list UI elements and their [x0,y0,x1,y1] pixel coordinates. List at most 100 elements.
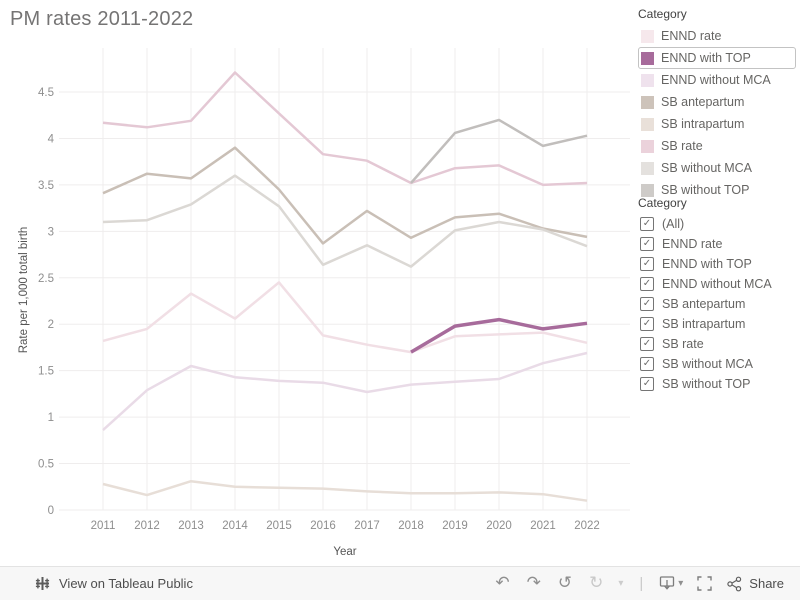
legend-swatch-icon [641,73,654,87]
checkbox-icon[interactable]: ✓ [640,257,654,271]
axis-tick-labels: 0 0.5 1 1.5 2 2.5 3 3.5 4 4.5 2011 2012 2013 2014 2015… [38,87,600,532]
category-filter: Category ✓ (All) ✓ ENND rate ✓ ENND with TOP ✓… [632,196,800,394]
revert-icon[interactable]: ↺ [557,573,573,593]
series-line-ennd-rate[interactable] [102,281,588,354]
filter-item-label: SB intrapartum [662,317,746,331]
checkbox-icon[interactable]: ✓ [640,377,654,391]
series-line-sb-intrapartum[interactable] [102,479,588,502]
filter-item-sb-without-mca[interactable]: ✓ SB without MCA [640,354,800,374]
legend-item-sb-rate[interactable]: SB rate [638,135,796,157]
checkbox-icon[interactable]: ✓ [640,337,654,351]
y-tick-label: 1.5 [38,366,54,378]
fullscreen-button[interactable] [696,575,713,592]
legend-item-label: SB without TOP [661,183,750,197]
y-tick-label: 2.5 [38,273,54,285]
tableau-logo-icon [35,577,50,590]
y-axis-title: Rate per 1,000 total birth [18,226,30,354]
legend-swatch-icon [641,161,654,175]
filter-item-ennd-without-mca[interactable]: ✓ ENND without MCA [640,274,800,294]
x-tick-label: 2020 [486,520,512,532]
filter-item-ennd-rate[interactable]: ✓ ENND rate [640,234,800,254]
x-tick-label: 2013 [178,520,204,532]
filter-item-sb-intrapartum[interactable]: ✓ SB intrapartum [640,314,800,334]
series-line-ennd-without-mca[interactable] [102,351,588,432]
y-tick-label: 4 [48,133,55,145]
legend-swatch-icon [641,183,654,197]
legend-swatch-icon [641,51,654,65]
legend-item-label: ENND rate [661,29,722,43]
side-panel: Category ENND rate ENND with TOP ENND with… [632,0,800,566]
legend-item-sb-intrapartum[interactable]: SB intrapartum [638,113,796,135]
legend-item-sb-without-top[interactable]: SB without TOP [638,179,796,201]
x-tick-label: 2015 [266,520,292,532]
legend-item-ennd-rate[interactable]: ENND rate [638,25,796,47]
toolbar-actions: ↶ ↷ ↺ ↻ ▾ | ▾ [493,573,784,593]
y-tick-label: 3 [48,226,54,238]
refresh-icon: ↻ [589,573,604,593]
x-tick-label: 2022 [574,520,600,532]
series-line-sb-rate[interactable] [102,71,588,187]
line-chart[interactable]: 0 0.5 1 1.5 2 2.5 3 3.5 4 4.5 2011 2012 2013 2014 2015… [0,0,632,566]
gridlines [59,48,630,511]
checkbox-icon[interactable]: ✓ [640,217,654,231]
tableau-brand[interactable]: View on Tableau Public [34,575,193,592]
filter-item-label: (All) [662,217,685,231]
y-tick-label: 4.5 [38,87,54,99]
x-tick-label: 2016 [310,520,336,532]
x-tick-label: 2011 [91,520,116,532]
legend-item-label: SB antepartum [661,95,745,109]
checkbox-icon[interactable]: ✓ [640,237,654,251]
filter-item-ennd-with-top[interactable]: ✓ ENND with TOP [640,254,800,274]
redo-icon[interactable]: ↷ [526,573,541,593]
legend-item-ennd-with-top[interactable]: ENND with TOP [638,47,796,69]
share-button[interactable]: Share [726,576,784,592]
checkbox-icon[interactable]: ✓ [640,277,654,291]
download-icon [660,576,675,590]
download-button[interactable]: ▾ [659,575,683,592]
series-line-ennd-with-top[interactable] [410,317,588,354]
filter-title: Category [638,196,687,210]
legend-swatch-icon [641,117,654,131]
share-icon [727,576,742,591]
checkbox-icon[interactable]: ✓ [640,357,654,371]
filter-item-(all)[interactable]: ✓ (All) [640,214,800,234]
undo-icon[interactable]: ↶ [495,573,510,593]
legend-item-ennd-without-mca[interactable]: ENND without MCA [638,69,796,91]
y-tick-label: 1 [48,412,54,424]
checkbox-icon[interactable]: ✓ [640,297,654,311]
series-line-sb-antepartum[interactable] [102,146,588,245]
filter-item-label: ENND with TOP [662,257,752,271]
x-tick-label: 2017 [354,520,380,532]
legend-item-label: ENND with TOP [661,51,751,65]
refresh-caret-icon: ▾ [618,578,624,589]
legend-item-sb-without-mca[interactable]: SB without MCA [638,157,796,179]
color-legend: Category ENND rate ENND with TOP ENND with… [632,7,800,201]
legend-swatch-icon [641,29,654,43]
legend-title: Category [638,7,687,21]
download-caret-icon: ▾ [678,578,684,589]
tableau-toolbar: View on Tableau Public ↶ ↷ ↺ ↻ ▾ | ▾ [0,566,800,600]
legend-item-sb-antepartum[interactable]: SB antepartum [638,91,796,113]
share-label: Share [749,576,784,591]
filter-item-label: ENND rate [662,237,723,251]
filter-item-sb-antepartum[interactable]: ✓ SB antepartum [640,294,800,314]
view-on-tableau-public-link[interactable]: View on Tableau Public [59,576,193,591]
legend-swatch-icon [641,139,654,153]
series-line-sb-without-top[interactable] [410,118,588,184]
chart-region: 0 0.5 1 1.5 2 2.5 3 3.5 4 4.5 2011 2012 2013 2014 2015… [0,0,632,566]
series-line-sb-without-mca[interactable] [102,174,588,268]
x-tick-label: 2019 [442,520,468,532]
filter-item-sb-without-top[interactable]: ✓ SB without TOP [640,374,800,394]
y-tick-label: 2 [48,319,54,331]
fullscreen-icon [697,576,712,591]
y-tick-label: 0 [48,505,54,517]
legend-item-label: SB intrapartum [661,117,745,131]
filter-item-sb-rate[interactable]: ✓ SB rate [640,334,800,354]
y-tick-label: 0.5 [38,459,54,471]
filter-item-label: ENND without MCA [662,277,772,291]
y-tick-label: 3.5 [38,180,54,192]
legend-item-label: ENND without MCA [661,73,771,87]
checkbox-icon[interactable]: ✓ [640,317,654,331]
x-tick-label: 2012 [134,520,160,532]
filter-item-label: SB without TOP [662,377,751,391]
